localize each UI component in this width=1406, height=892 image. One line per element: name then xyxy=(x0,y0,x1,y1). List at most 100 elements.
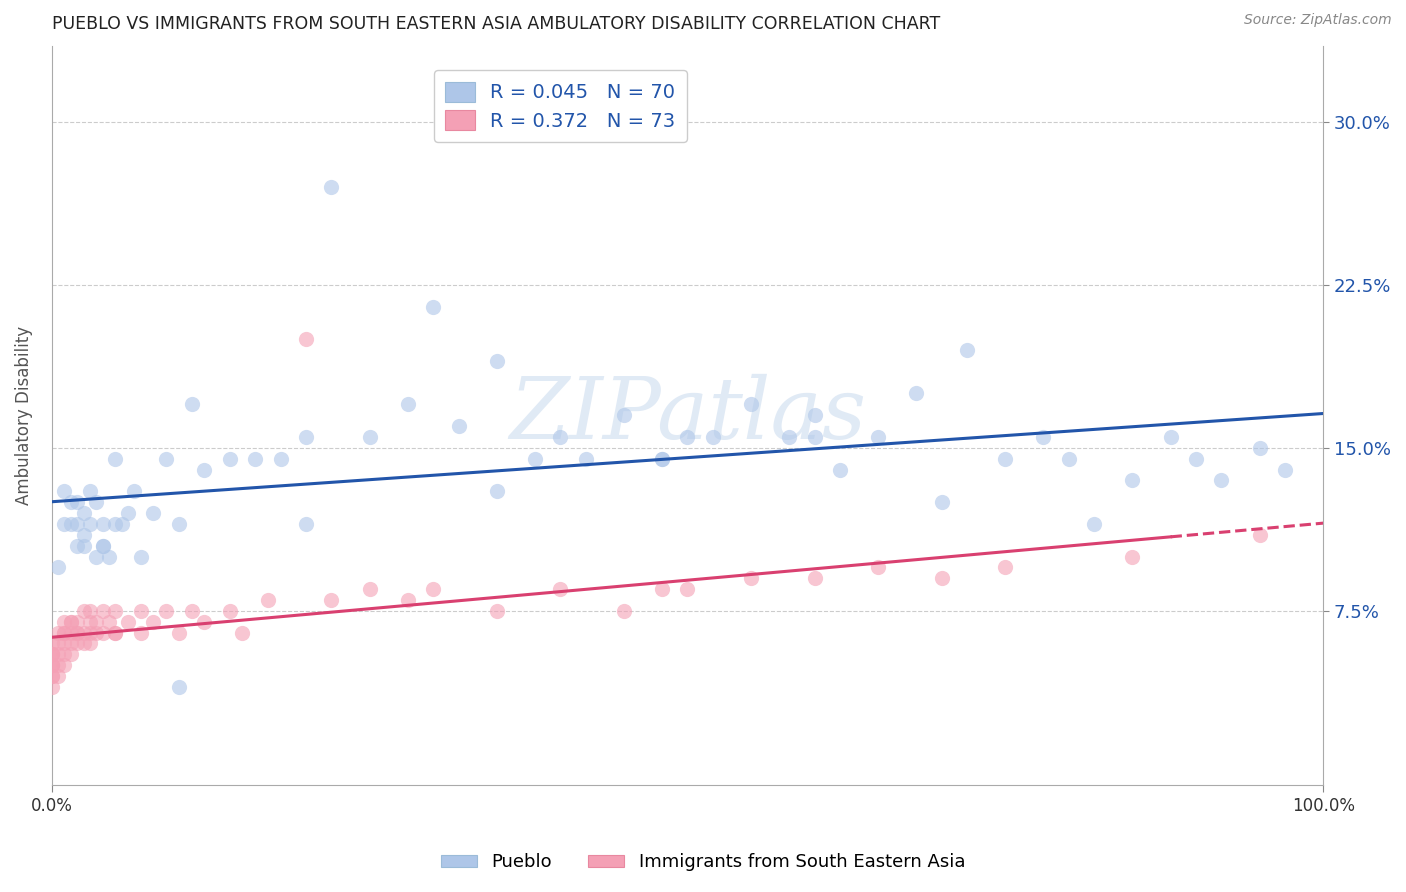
Point xyxy=(41,680,63,694)
Point xyxy=(41,669,63,683)
Point xyxy=(295,516,318,531)
Text: PUEBLO VS IMMIGRANTS FROM SOUTH EASTERN ASIA AMBULATORY DISABILITY CORRELATION C: PUEBLO VS IMMIGRANTS FROM SOUTH EASTERN … xyxy=(52,15,941,33)
Point xyxy=(218,451,240,466)
Point xyxy=(91,604,114,618)
Point xyxy=(702,430,724,444)
Point xyxy=(79,604,101,618)
Point xyxy=(295,332,318,346)
Point xyxy=(84,625,107,640)
Point xyxy=(359,430,381,444)
Point xyxy=(41,658,63,673)
Point xyxy=(41,658,63,673)
Point xyxy=(485,484,508,499)
Point xyxy=(523,451,546,466)
Point xyxy=(1185,451,1208,466)
Point xyxy=(485,354,508,368)
Point xyxy=(79,484,101,499)
Point xyxy=(740,397,762,411)
Point xyxy=(447,419,470,434)
Point xyxy=(41,669,63,683)
Point xyxy=(167,516,190,531)
Point xyxy=(91,539,114,553)
Point xyxy=(84,495,107,509)
Point xyxy=(129,604,152,618)
Point xyxy=(41,648,63,662)
Point xyxy=(231,625,253,640)
Point xyxy=(66,636,89,650)
Point xyxy=(931,571,953,585)
Point xyxy=(53,615,76,629)
Point xyxy=(167,625,190,640)
Point xyxy=(142,615,165,629)
Point xyxy=(79,636,101,650)
Point xyxy=(91,516,114,531)
Point xyxy=(46,669,69,683)
Point xyxy=(59,495,82,509)
Point xyxy=(905,386,928,401)
Point xyxy=(1057,451,1080,466)
Point xyxy=(868,560,890,574)
Point xyxy=(676,582,699,596)
Point xyxy=(868,430,890,444)
Point xyxy=(84,549,107,564)
Point xyxy=(104,625,127,640)
Point xyxy=(422,582,444,596)
Point xyxy=(155,451,177,466)
Point xyxy=(84,615,107,629)
Point xyxy=(740,571,762,585)
Point xyxy=(270,451,292,466)
Point xyxy=(41,658,63,673)
Point xyxy=(53,658,76,673)
Point xyxy=(66,615,89,629)
Point xyxy=(72,625,94,640)
Point xyxy=(72,539,94,553)
Legend: R = 0.045   N = 70, R = 0.372   N = 73: R = 0.045 N = 70, R = 0.372 N = 73 xyxy=(433,70,688,143)
Point xyxy=(1083,516,1105,531)
Point xyxy=(72,604,94,618)
Point xyxy=(41,648,63,662)
Point xyxy=(129,549,152,564)
Point xyxy=(72,636,94,650)
Point xyxy=(257,593,280,607)
Point xyxy=(485,604,508,618)
Point xyxy=(994,560,1017,574)
Point xyxy=(104,625,127,640)
Point xyxy=(53,648,76,662)
Point xyxy=(46,648,69,662)
Point xyxy=(803,430,825,444)
Point xyxy=(931,495,953,509)
Point xyxy=(124,484,146,499)
Point xyxy=(321,593,343,607)
Point xyxy=(59,516,82,531)
Point xyxy=(651,451,673,466)
Point xyxy=(59,615,82,629)
Point xyxy=(41,648,63,662)
Point xyxy=(550,582,572,596)
Point xyxy=(1032,430,1054,444)
Point xyxy=(155,604,177,618)
Point xyxy=(104,604,127,618)
Point xyxy=(218,604,240,618)
Point xyxy=(59,636,82,650)
Point xyxy=(53,625,76,640)
Y-axis label: Ambulatory Disability: Ambulatory Disability xyxy=(15,326,32,505)
Point xyxy=(193,615,215,629)
Point xyxy=(575,451,598,466)
Point xyxy=(295,430,318,444)
Point xyxy=(66,539,89,553)
Point xyxy=(91,539,114,553)
Point xyxy=(72,506,94,520)
Point xyxy=(46,625,69,640)
Point xyxy=(1211,474,1233,488)
Point xyxy=(53,636,76,650)
Point xyxy=(651,451,673,466)
Point xyxy=(46,560,69,574)
Point xyxy=(41,636,63,650)
Point xyxy=(46,636,69,650)
Point xyxy=(180,604,202,618)
Point xyxy=(1274,462,1296,476)
Point xyxy=(550,430,572,444)
Point xyxy=(98,615,121,629)
Point xyxy=(59,615,82,629)
Point xyxy=(321,180,343,194)
